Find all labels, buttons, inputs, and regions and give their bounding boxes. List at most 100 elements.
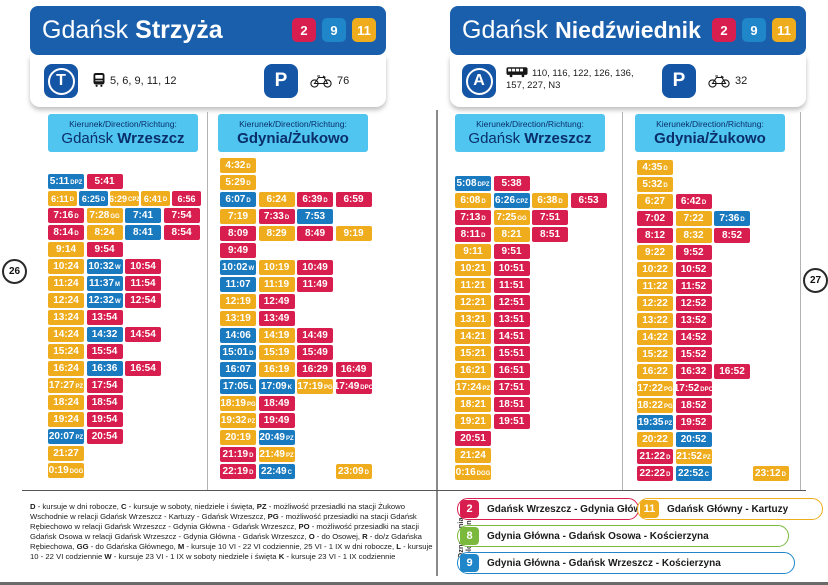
- time-cell: 13:21: [455, 312, 491, 327]
- time-cell: 16:22: [637, 364, 673, 379]
- legend-line-badge: 2: [460, 500, 479, 518]
- time-cell: 12:52: [675, 296, 712, 311]
- time-footnote-code: D: [74, 214, 79, 220]
- direction-header-strzyza-gdynia: Kierunek/Direction/Richtung: Gdynia/Żuko…: [218, 114, 368, 152]
- time-cell: 10:02 W: [220, 260, 256, 275]
- time-cell: 6:41 D: [141, 191, 170, 206]
- time-footnote-code: D: [249, 470, 254, 476]
- legend-route-line-9: 9 Gdynia Główna - Gdańsk Wrzeszcz - Kości…: [457, 552, 795, 574]
- direction-header-niedzwiednik-gdynia: Kierunek/Direction/Richtung: Gdynia/Żuko…: [635, 114, 785, 152]
- time-cell: 20:52: [675, 432, 712, 447]
- time-footnote-code: D: [781, 472, 786, 478]
- time-cell: 4:32 D: [220, 158, 256, 173]
- bike-parking: 32: [708, 74, 747, 88]
- time-footnote-code: PZ: [664, 421, 673, 427]
- line-badge-11: 11: [772, 18, 796, 42]
- time-cell: 6:29 CPZ: [109, 191, 140, 206]
- time-cell: 16:49: [335, 362, 372, 377]
- time-footnote-code: D: [162, 197, 168, 203]
- direction-caption: Kierunek/Direction/Richtung:: [69, 119, 177, 129]
- station-header-niedzwiednik: Gdańsk Niedźwiednik 2 9 11: [450, 6, 806, 55]
- tram-lines: 5, 6, 9, 11, 12: [92, 72, 242, 88]
- time-cell: 13:49: [258, 311, 295, 326]
- time-cell: 14:21: [455, 329, 491, 344]
- time-cell: 10:19: [258, 260, 295, 275]
- time-cell: 11:21: [455, 278, 491, 293]
- time-cell: 14:24: [48, 327, 84, 342]
- page-fold-divider: [436, 110, 438, 576]
- time-cell: 8:52: [714, 228, 750, 243]
- time-footnote-code: D: [663, 166, 668, 172]
- station-name: Niedźwiednik: [555, 17, 701, 43]
- time-cell: 6:59: [335, 192, 372, 207]
- time-cell: 20:07 PZ: [48, 429, 84, 444]
- time-footnote-code: DGG: [476, 471, 491, 477]
- time-cell: 7:22: [675, 211, 712, 226]
- page-number-right: 27: [803, 268, 828, 293]
- footnote-rule: [22, 490, 806, 491]
- time-footnote-code: GG: [110, 214, 120, 220]
- time-cell: 14:49: [297, 328, 333, 343]
- time-footnote-code: D: [666, 455, 671, 461]
- legend-route-text: Gdańsk Wrzeszcz - Gdynia Główna: [487, 503, 653, 515]
- time-footnote-code: PG: [663, 387, 673, 393]
- time-cell: 8:12: [637, 228, 673, 243]
- time-cell: 10:54: [125, 259, 161, 274]
- time-cell: 9:14: [48, 242, 84, 257]
- time-cell: 11:54: [125, 276, 161, 291]
- time-footnote-code: DPZ: [70, 180, 83, 186]
- time-footnote-code: PZ: [285, 453, 294, 459]
- time-cell: 16:51: [493, 363, 530, 378]
- station-prefix: Gdańsk: [462, 16, 549, 44]
- time-footnote-code: PZ: [702, 455, 711, 461]
- time-footnote-code: D: [740, 217, 745, 223]
- time-cell: 15:54: [86, 344, 123, 359]
- time-footnote-code: PG: [663, 404, 673, 410]
- time-footnote-code: D: [69, 197, 74, 203]
- time-footnote-code: PG: [246, 402, 256, 408]
- time-cell: 7:02: [637, 211, 673, 226]
- time-cell: 9:22: [637, 245, 673, 260]
- time-cell: 10:52: [675, 262, 712, 277]
- time-footnote-code: K: [287, 385, 292, 391]
- time-cell: 9:11: [455, 244, 491, 259]
- time-footnote-code: M: [115, 282, 121, 288]
- time-cell: 17:52 DPO: [673, 381, 714, 396]
- time-cell: 14:22: [637, 330, 673, 345]
- line-badges: 2 9 11: [712, 18, 796, 42]
- time-cell: 7:25 GG: [493, 210, 530, 225]
- time-cell: 17:05 L: [220, 379, 256, 394]
- time-cell: 22:22 D: [637, 466, 673, 481]
- legend-line-badge: 8: [460, 527, 479, 545]
- time-footnote-code: PZ: [482, 386, 491, 392]
- time-cell: 15:01 D: [220, 345, 256, 360]
- time-cell: 10:24: [48, 259, 84, 274]
- time-footnote-code: PZ: [75, 435, 84, 441]
- time-cell: 8:11 D: [455, 227, 491, 242]
- time-cell: 12:51: [493, 295, 530, 310]
- time-footnote-code: D: [558, 199, 563, 205]
- time-footnote-code: D: [666, 472, 671, 478]
- time-cell: 20:54: [86, 429, 123, 444]
- time-cell: 19:49: [258, 413, 295, 428]
- timetable-grid-strzyza-gdynia: 4:32 D 5:29 D 6:07 D 6:24 6:39 D 6:59 7:19 7:33 D 7:5…: [220, 158, 376, 484]
- legend-route-line-2: 2 Gdańsk Wrzeszcz - Gdynia Główna: [457, 498, 653, 520]
- time-footnote-code: PZ: [285, 436, 294, 442]
- time-cell: 6:07 D: [220, 192, 256, 207]
- time-cell: 11:19: [258, 277, 295, 292]
- time-cell: 9:54: [86, 242, 123, 257]
- time-cell: 6:56: [172, 191, 201, 206]
- time-cell: 7:33 D: [258, 209, 295, 224]
- time-cell: 9:49: [220, 243, 256, 258]
- station-name: Strzyża: [135, 16, 223, 44]
- time-cell: 16:36: [86, 361, 123, 376]
- time-footnote-code: D: [246, 181, 251, 187]
- time-cell: 15:24: [48, 344, 84, 359]
- time-cell: 8:29: [258, 226, 295, 241]
- time-cell: 15:51: [493, 346, 530, 361]
- direction-header-niedzwiednik-wrzeszcz: Kierunek/Direction/Richtung: Gdańsk Wrze…: [455, 114, 605, 152]
- time-cell: 20:19: [220, 430, 256, 445]
- time-cell: 8:49: [297, 226, 333, 241]
- direction-caption: Kierunek/Direction/Richtung:: [476, 119, 584, 129]
- time-cell: 14:32: [86, 327, 123, 342]
